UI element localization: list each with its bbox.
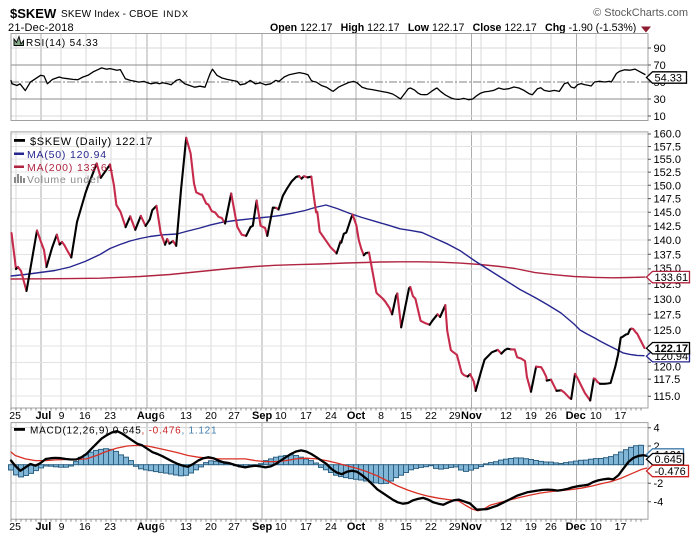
svg-text:115.0: 115.0 xyxy=(654,391,681,403)
svg-text:INDX: INDX xyxy=(163,9,189,20)
svg-text:29: 29 xyxy=(449,521,461,533)
svg-text:54.33: 54.33 xyxy=(655,73,683,85)
svg-text:157.5: 157.5 xyxy=(654,142,682,154)
svg-text:Volume undef: Volume undef xyxy=(27,174,100,186)
svg-text:17: 17 xyxy=(300,521,312,533)
svg-text:SKEW Index - CBOE: SKEW Index - CBOE xyxy=(61,9,158,20)
svg-text:24: 24 xyxy=(325,410,337,422)
svg-text:19: 19 xyxy=(525,410,537,422)
svg-text:Jul: Jul xyxy=(35,521,51,533)
svg-text:Aug: Aug xyxy=(137,521,158,533)
svg-text:MACD(12,26,9) 0.645, -0.476, 1: MACD(12,26,9) 0.645, -0.476, 1.121 xyxy=(30,426,217,437)
svg-text:MA(200) 133.61: MA(200) 133.61 xyxy=(27,162,114,174)
svg-text:-2: -2 xyxy=(654,478,664,490)
svg-text:RSI(14) 54.33: RSI(14) 54.33 xyxy=(26,38,99,49)
svg-text:4: 4 xyxy=(654,423,660,435)
svg-text:13: 13 xyxy=(180,521,192,533)
svg-text:10: 10 xyxy=(590,410,602,422)
svg-text:10: 10 xyxy=(590,521,602,533)
svg-text:17: 17 xyxy=(615,521,627,533)
svg-text:25: 25 xyxy=(9,521,21,533)
svg-text:16: 16 xyxy=(79,521,91,533)
svg-text:25: 25 xyxy=(9,410,21,422)
svg-text:0.645: 0.645 xyxy=(655,454,683,466)
svg-text:122.17: 122.17 xyxy=(655,343,689,355)
svg-text:24: 24 xyxy=(325,521,337,533)
svg-text:120.0: 120.0 xyxy=(654,362,682,374)
svg-text:125.0: 125.0 xyxy=(654,325,682,337)
svg-text:16: 16 xyxy=(79,410,91,422)
svg-text:137.5: 137.5 xyxy=(654,249,682,261)
svg-text:9: 9 xyxy=(59,410,65,422)
svg-text:17: 17 xyxy=(300,410,312,422)
svg-text:20: 20 xyxy=(205,410,217,422)
svg-text:8: 8 xyxy=(378,521,384,533)
svg-text:15: 15 xyxy=(400,521,412,533)
svg-text:13: 13 xyxy=(180,410,192,422)
svg-text:Open 122.17 High 122.17 Low: Open 122.17 High 122.17 Low 122.17 Close… xyxy=(270,22,636,34)
svg-text:20: 20 xyxy=(205,521,217,533)
svg-text:10: 10 xyxy=(275,410,287,422)
svg-text:155.0: 155.0 xyxy=(654,154,682,166)
svg-text:29: 29 xyxy=(449,410,461,422)
svg-text:12: 12 xyxy=(500,410,512,422)
svg-text:Nov: Nov xyxy=(461,521,483,533)
svg-text:23: 23 xyxy=(104,521,116,533)
svg-text:30: 30 xyxy=(654,94,666,106)
svg-text:Dec: Dec xyxy=(566,521,586,533)
svg-text:147.5: 147.5 xyxy=(654,194,682,206)
svg-text:19: 19 xyxy=(525,521,537,533)
svg-text:23: 23 xyxy=(104,410,116,422)
svg-text:150.0: 150.0 xyxy=(654,180,682,192)
svg-text:90: 90 xyxy=(654,43,666,55)
svg-text:Aug: Aug xyxy=(137,410,158,422)
svg-text:-4: -4 xyxy=(654,497,664,509)
svg-text:Sep: Sep xyxy=(252,410,272,422)
svg-text:9: 9 xyxy=(59,521,65,533)
svg-text:145.0: 145.0 xyxy=(654,207,682,219)
svg-text:Oct: Oct xyxy=(347,410,366,422)
svg-text:160.0: 160.0 xyxy=(654,128,682,140)
svg-text:133.61: 133.61 xyxy=(655,272,689,284)
svg-text:130.0: 130.0 xyxy=(654,294,682,306)
svg-text:22: 22 xyxy=(425,410,437,422)
svg-text:Oct: Oct xyxy=(347,521,366,533)
svg-text:27: 27 xyxy=(228,410,240,422)
svg-text:26: 26 xyxy=(545,410,557,422)
svg-text:27: 27 xyxy=(228,521,240,533)
svg-text:6: 6 xyxy=(159,410,165,422)
svg-text:70: 70 xyxy=(654,60,666,72)
svg-text:10: 10 xyxy=(275,521,287,533)
svg-text:6: 6 xyxy=(159,521,165,533)
svg-text:152.5: 152.5 xyxy=(654,167,682,179)
svg-text:21-Dec-2018: 21-Dec-2018 xyxy=(8,22,74,34)
svg-text:Sep: Sep xyxy=(252,521,272,533)
svg-text:Nov: Nov xyxy=(461,410,483,422)
svg-text:117.5: 117.5 xyxy=(654,374,681,386)
svg-text:8: 8 xyxy=(378,410,384,422)
svg-text:© StockCharts.com: © StockCharts.com xyxy=(593,7,688,19)
svg-text:-0.476: -0.476 xyxy=(655,466,686,478)
svg-text:15: 15 xyxy=(400,410,412,422)
svg-text:Jul: Jul xyxy=(35,410,51,422)
svg-text:$SKEW (Daily) 122.17: $SKEW (Daily) 122.17 xyxy=(30,136,153,148)
svg-text:26: 26 xyxy=(545,521,557,533)
svg-text:22: 22 xyxy=(425,521,437,533)
svg-text:10: 10 xyxy=(654,111,666,123)
svg-text:MA(50) 120.94: MA(50) 120.94 xyxy=(27,149,107,161)
svg-text:2: 2 xyxy=(654,441,660,453)
svg-text:140.0: 140.0 xyxy=(654,235,682,247)
svg-text:142.5: 142.5 xyxy=(654,221,682,233)
svg-text:12: 12 xyxy=(500,521,512,533)
svg-text:Dec: Dec xyxy=(566,410,586,422)
svg-text:17: 17 xyxy=(615,410,627,422)
svg-text:$SKEW: $SKEW xyxy=(10,6,57,21)
svg-text:127.5: 127.5 xyxy=(654,309,682,321)
